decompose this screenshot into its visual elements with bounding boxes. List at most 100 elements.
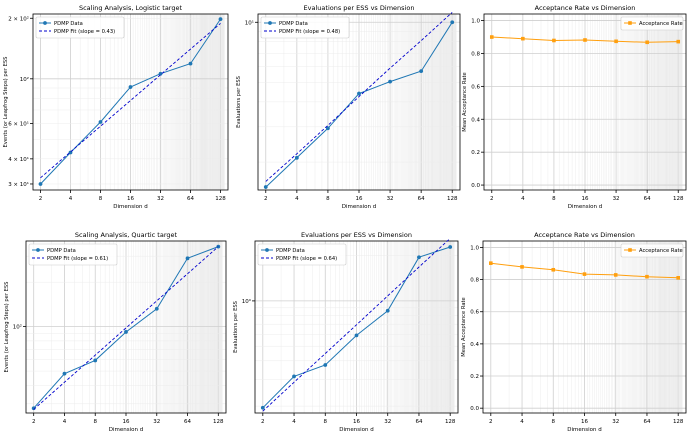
- chart-title: Acceptance Rate vs Dimension: [535, 4, 636, 12]
- series-fit: [265, 12, 453, 182]
- fit-line: [40, 23, 221, 179]
- x-tick-label: 4: [520, 419, 524, 425]
- legend-item: PDMP Data: [39, 21, 83, 27]
- x-tick-label: 8: [99, 196, 103, 202]
- data-point: [419, 69, 424, 74]
- chart-title: Acceptance Rate vs Dimension: [534, 231, 635, 239]
- legend-label: Acceptance Rate: [639, 21, 683, 27]
- series-data: [260, 245, 453, 410]
- data-point: [489, 261, 493, 265]
- chart-panel-1: 2 4 8 16 32 64 128 3 × 10¹ 4 × 10¹ 6 × 10¹ 10² 2 × …: [3, 4, 229, 210]
- x-tick-label: 4: [292, 419, 296, 425]
- legend-marker: [36, 248, 40, 252]
- series-data: [31, 244, 221, 411]
- series-fit: [262, 238, 451, 412]
- grid: [26, 241, 226, 413]
- fit-line: [262, 238, 451, 412]
- legend-box: [260, 16, 350, 39]
- legend-marker: [265, 248, 269, 252]
- x-tick-label: 16: [581, 419, 588, 425]
- x-axis-label: Dimension d: [567, 427, 601, 433]
- x-tick-label: 64: [418, 196, 425, 202]
- legend-label: Acceptance Rate: [639, 248, 683, 254]
- x-tick-label: 128: [447, 196, 458, 202]
- legend-marker: [268, 21, 272, 25]
- chart-panel-3: 2 4 8 16 32 64 128 0.0 0.2 0.4 0.6 0.8 1.0 Acceptance…: [462, 4, 687, 210]
- legend-label: PDMP Fit (slope = 0.43): [54, 29, 115, 35]
- x-tick-label: 8: [552, 419, 556, 425]
- data-point: [62, 371, 67, 376]
- x-tick-label: 8: [326, 196, 330, 202]
- data-point: [31, 406, 36, 411]
- series-data: [263, 20, 455, 189]
- y-tick-label: 0.8: [471, 51, 480, 57]
- y-axis-label: Mean Acceptance Rate: [461, 297, 467, 357]
- x-tick-label: 16: [582, 196, 589, 202]
- x-tick-label: 32: [387, 196, 394, 202]
- data-point: [323, 363, 328, 367]
- x-tick-label: 8: [93, 419, 97, 425]
- y-tick-label: 6 × 10¹: [8, 120, 29, 127]
- data-point: [292, 374, 296, 379]
- y-axis-label: Events (or Leapfrog Steps) per ESS: [4, 282, 10, 373]
- data-point: [645, 40, 649, 45]
- y-tick-label: 0.6: [470, 310, 479, 316]
- y-tick-label: 1.0: [470, 245, 479, 251]
- legend-marker: [628, 21, 632, 25]
- chart-title: Scaling Analysis, Quartic target: [75, 231, 178, 239]
- legend-label: PDMP Data: [279, 21, 308, 27]
- legend-label: PDMP Fit (slope = 0.48): [279, 29, 340, 35]
- x-axis-label: Dimension d: [339, 427, 373, 433]
- data-point: [218, 17, 223, 22]
- fit-line: [33, 246, 219, 410]
- series-accept: [489, 35, 681, 45]
- legend-label: PDMP Data: [47, 248, 76, 254]
- series-fit: [40, 23, 221, 179]
- data-point: [645, 274, 649, 279]
- x-tick-label: 2: [32, 419, 36, 425]
- data-point: [326, 126, 330, 131]
- y-tick-label: 0.0: [470, 406, 479, 412]
- x-tick-label: 32: [384, 419, 391, 425]
- data-point: [128, 85, 133, 89]
- legend-item: PDMP Data: [264, 21, 308, 27]
- data-point: [354, 333, 359, 338]
- legend-label: PDMP Data: [54, 21, 83, 27]
- legend: PDMP Data PDMP Fit (slope = 0.61): [28, 243, 118, 266]
- x-tick-label: 64: [184, 419, 191, 425]
- legend: PDMP Data PDMP Fit (slope = 0.64): [257, 243, 347, 266]
- legend-box: [257, 243, 347, 266]
- legend-item: PDMP Fit (slope = 0.64): [261, 256, 337, 262]
- y-tick-label: 0.6: [471, 84, 480, 90]
- y-tick-label: 0.2: [471, 150, 480, 156]
- x-tick-label: 32: [613, 196, 620, 202]
- x-tick-label: 2: [489, 419, 493, 425]
- x-axis-label: Dimension d: [109, 427, 143, 433]
- data-point: [552, 38, 556, 43]
- data-point: [98, 120, 103, 124]
- y-tick-label: 4 × 10¹: [8, 156, 29, 163]
- data-point: [388, 79, 392, 84]
- data-point: [385, 308, 390, 313]
- y-tick-label: 1.0: [471, 19, 480, 25]
- data-point: [263, 185, 268, 189]
- data-point: [551, 267, 556, 272]
- x-tick-label: 2: [490, 196, 494, 202]
- chart-panel-5: 2 4 8 16 32 64 128 10⁰ Evaluations per ESS vs Di…: [233, 231, 459, 433]
- data-point: [676, 39, 681, 44]
- x-tick-label: 8: [324, 419, 328, 425]
- x-tick-label: 16: [353, 419, 360, 425]
- legend-box: [620, 16, 684, 31]
- legend-box: [28, 243, 118, 266]
- data-point: [613, 273, 618, 277]
- y-axis-label: Evaluations per ESS: [233, 301, 239, 353]
- y-tick-label: 3 × 10¹: [8, 181, 29, 188]
- chart-panel-2: 2 4 8 16 32 64 128 10¹ Evaluations per ESS vs Di…: [236, 4, 461, 210]
- grid: [483, 241, 686, 413]
- data-point: [614, 39, 618, 44]
- data-point: [676, 276, 680, 280]
- y-axis-label: Mean Acceptance Rate: [462, 72, 468, 132]
- y-axis-label: Evaluations per ESS: [236, 76, 242, 128]
- data-point: [583, 38, 587, 42]
- legend: Acceptance Rate: [620, 243, 684, 258]
